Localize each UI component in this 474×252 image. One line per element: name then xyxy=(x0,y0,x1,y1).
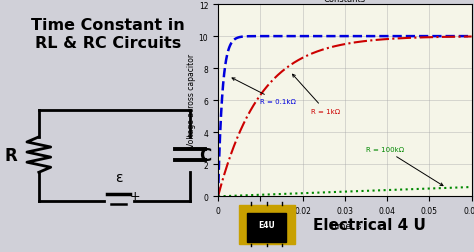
Text: R = 100kΩ: R = 100kΩ xyxy=(366,147,443,186)
Text: ε: ε xyxy=(115,171,122,185)
Text: R: R xyxy=(4,146,17,164)
Text: R = 0.1kΩ: R = 0.1kΩ xyxy=(232,79,296,105)
FancyBboxPatch shape xyxy=(247,214,286,242)
Text: C: C xyxy=(199,146,211,164)
Text: +: + xyxy=(129,189,140,202)
X-axis label: Time, s: Time, s xyxy=(328,221,361,230)
Title: Capacitor Charging Analysis with three Time
Constants: Capacitor Charging Analysis with three T… xyxy=(251,0,438,4)
Text: Time Constant in
RL & RC Circuits: Time Constant in RL & RC Circuits xyxy=(31,18,185,51)
Text: R = 1kΩ: R = 1kΩ xyxy=(292,75,340,115)
Y-axis label: Voltage across capacitor: Voltage across capacitor xyxy=(187,54,196,148)
Text: E4U: E4U xyxy=(258,220,275,229)
FancyBboxPatch shape xyxy=(238,205,295,244)
Text: Electrical 4 U: Electrical 4 U xyxy=(313,217,426,232)
